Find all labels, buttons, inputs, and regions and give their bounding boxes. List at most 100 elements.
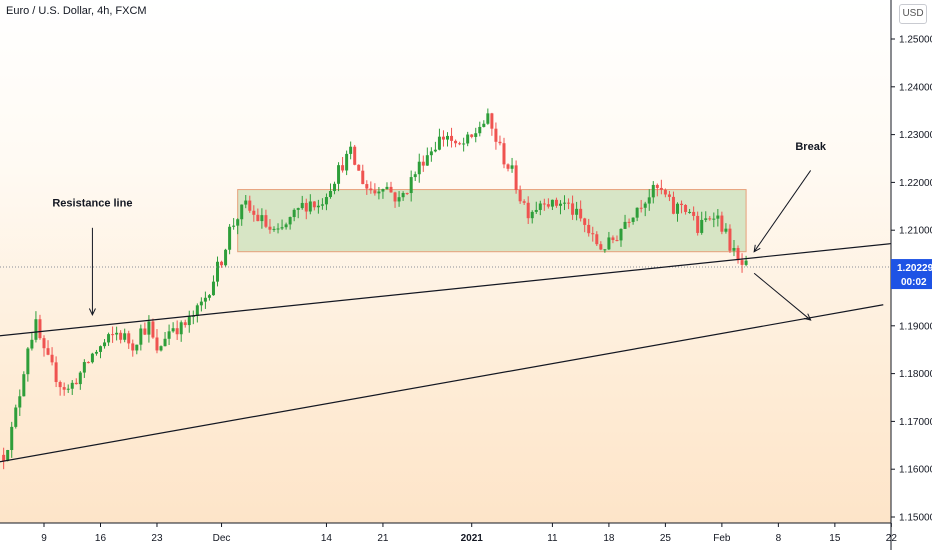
break-arrow[interactable]	[753, 170, 812, 253]
candle-body	[107, 334, 111, 343]
candle-body	[312, 201, 316, 208]
candle	[627, 218, 631, 228]
candle	[70, 380, 74, 395]
candle	[607, 231, 611, 251]
candle	[611, 235, 615, 244]
candle-body	[183, 322, 187, 326]
candle	[131, 339, 135, 357]
candle	[397, 191, 401, 207]
candle-body	[292, 209, 296, 218]
candle	[46, 340, 50, 356]
candle-body	[563, 202, 567, 204]
candle	[542, 198, 546, 211]
x-tick-label: 23	[151, 533, 163, 544]
candle-body	[704, 218, 708, 220]
candle	[111, 326, 115, 343]
candle-body	[369, 188, 373, 191]
candle	[389, 181, 393, 193]
candle-body	[684, 205, 688, 212]
candle-body	[643, 203, 647, 208]
candle	[595, 231, 599, 247]
candle-body	[349, 146, 353, 154]
candle	[292, 208, 296, 222]
candle-body	[494, 128, 498, 142]
candle-body	[139, 328, 143, 345]
candle	[312, 201, 316, 211]
candle	[147, 315, 151, 343]
resistance-trendline[interactable]	[0, 242, 892, 339]
candle	[94, 349, 98, 356]
candle-body	[603, 249, 607, 251]
candle-body	[248, 200, 252, 211]
candle	[179, 320, 183, 342]
candle	[514, 160, 518, 194]
candle	[175, 320, 179, 340]
candle	[143, 322, 147, 336]
candle	[405, 192, 409, 196]
candle	[107, 332, 111, 346]
candle-body	[308, 201, 312, 212]
y-tick-label: 1.18000	[899, 369, 932, 380]
candle-body	[619, 228, 623, 241]
candle	[498, 135, 502, 146]
candle-body	[671, 196, 675, 214]
candle-body	[708, 218, 712, 220]
break-arrow-head	[753, 244, 761, 253]
currency-button[interactable]: USD	[899, 4, 927, 24]
projection-arrow-shaft	[753, 272, 811, 321]
candle	[462, 137, 466, 152]
candle	[470, 134, 474, 139]
y-tick-label: 1.23000	[899, 130, 932, 141]
candle-body	[111, 334, 115, 336]
candle-body	[716, 215, 720, 219]
candle-body	[401, 193, 405, 198]
candle-body	[143, 328, 147, 335]
candle-body	[155, 337, 159, 351]
candle-body	[38, 319, 42, 339]
candle	[732, 240, 736, 257]
candle-body	[623, 221, 627, 229]
candle	[357, 164, 361, 171]
time-axis[interactable]	[0, 523, 891, 550]
candle-body	[720, 215, 724, 232]
candle	[296, 207, 300, 219]
candle-body	[98, 346, 102, 352]
candle-body	[163, 338, 167, 347]
countdown-label: 00:02	[901, 277, 927, 288]
candle	[135, 344, 139, 355]
candle	[486, 108, 490, 125]
candle	[563, 195, 567, 211]
candle	[494, 122, 498, 150]
candle	[704, 211, 708, 223]
candle-body	[131, 343, 135, 351]
candle	[260, 208, 264, 229]
candle-body	[571, 203, 575, 215]
lower-trendline[interactable]	[0, 304, 884, 467]
candle-body	[328, 191, 332, 198]
projection-arrow[interactable]	[753, 272, 812, 321]
candle	[264, 209, 268, 229]
break-arrow-shaft	[753, 170, 812, 252]
candle-body	[510, 165, 514, 169]
candle	[103, 339, 107, 349]
candle-body	[316, 205, 320, 208]
candle-body	[486, 113, 490, 124]
candle-body	[361, 170, 365, 185]
candle	[115, 326, 119, 341]
y-tick-label: 1.21000	[899, 226, 932, 237]
candle	[671, 191, 675, 215]
resistance-arrow[interactable]	[88, 227, 96, 316]
candle	[345, 150, 349, 176]
candle-body	[433, 149, 437, 152]
candle	[240, 204, 244, 226]
candle-body	[506, 164, 510, 169]
candle	[603, 249, 607, 253]
candle	[688, 208, 692, 214]
candle-body	[191, 315, 195, 317]
candle	[401, 191, 405, 201]
candle-body	[50, 354, 54, 363]
candle-body	[187, 316, 191, 326]
candle	[696, 211, 700, 236]
